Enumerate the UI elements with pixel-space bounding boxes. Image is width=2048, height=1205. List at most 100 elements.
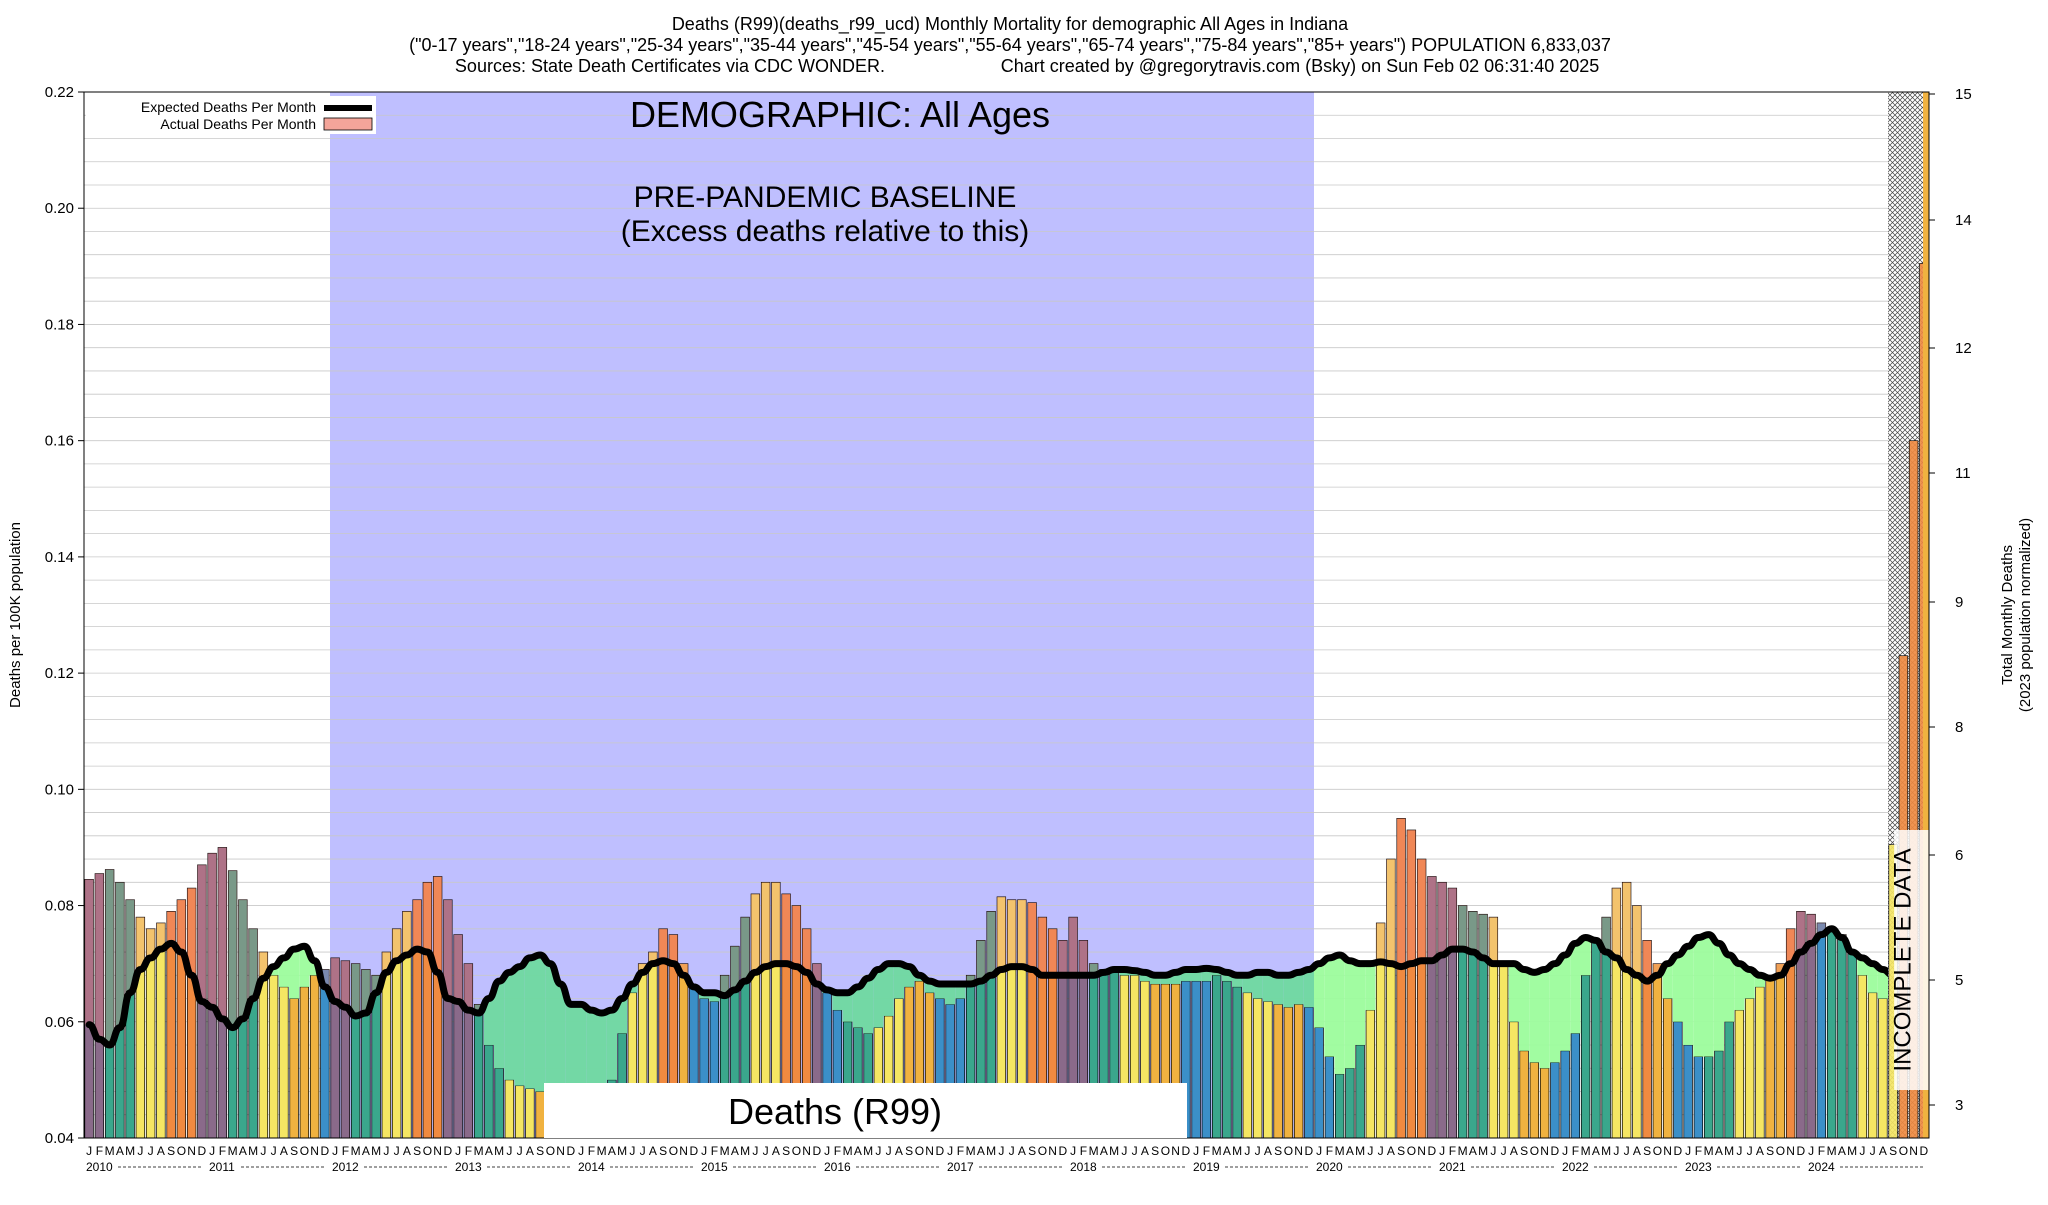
actual-bar — [1478, 913, 1488, 1138]
x-month-label: O — [1407, 1144, 1416, 1158]
y2-tick-label: 6 — [1955, 847, 1963, 864]
actual-bar — [289, 998, 299, 1138]
y-tick-label: 0.12 — [45, 665, 74, 682]
actual-bar — [1222, 980, 1232, 1138]
x-month-label: M — [986, 1144, 996, 1158]
deficit-fill — [873, 969, 884, 1028]
excess-fill — [976, 940, 986, 982]
excess-fill — [371, 975, 381, 993]
x-month-label: N — [802, 1144, 811, 1158]
actual-bar — [976, 940, 986, 1138]
deficit-fill — [483, 998, 494, 1046]
x-month-label: J — [209, 1144, 215, 1158]
actual-bar — [1806, 913, 1816, 1138]
deficit-fill — [1724, 954, 1735, 1022]
deficit-fill — [1242, 975, 1253, 993]
legend: Expected Deaths Per Month Actual Deaths … — [86, 96, 376, 134]
actual-bar — [1703, 1056, 1714, 1138]
actual-bar — [1550, 1062, 1560, 1138]
actual-bar — [1570, 1033, 1581, 1138]
x-month-label: M — [1232, 1144, 1242, 1158]
actual-bar — [1673, 1021, 1683, 1138]
deficit-fill — [1703, 934, 1714, 1057]
excess-fill — [412, 899, 422, 950]
x-month-label: J — [1613, 1144, 1619, 1158]
actual-bar — [84, 879, 94, 1138]
actual-bar — [1058, 940, 1068, 1138]
deficit-fill — [617, 998, 628, 1034]
excess-fill — [1027, 902, 1037, 970]
actual-bar — [637, 963, 648, 1138]
actual-bar — [1826, 928, 1837, 1138]
excess-fill — [1786, 928, 1795, 964]
y-tick-label: 0.16 — [45, 433, 74, 450]
excess-fill — [781, 893, 791, 964]
actual-bar — [1755, 986, 1765, 1138]
excess-fill — [771, 882, 781, 964]
x-month-label: S — [1397, 1144, 1405, 1158]
x-month-label: F — [957, 1144, 964, 1158]
x-month-label: M — [105, 1144, 115, 1158]
actual-bar — [1088, 963, 1099, 1138]
x-year-label: 2015 — [701, 1160, 728, 1174]
x-month-label: M — [1827, 1144, 1837, 1158]
actual-bar — [1837, 934, 1847, 1138]
actual-bar — [514, 1085, 525, 1138]
deficit-fill — [1549, 963, 1560, 1063]
x-month-label: J — [86, 1144, 92, 1158]
x-month-label: F — [834, 1144, 841, 1158]
y2-tick-label: 3 — [1955, 1097, 1963, 1114]
x-month-label: A — [895, 1144, 903, 1158]
actual-bar — [1560, 1050, 1570, 1138]
actual-bar — [1345, 1067, 1355, 1138]
actual-bar — [1396, 818, 1406, 1138]
x-month-label: A — [116, 1144, 124, 1158]
x-month-label: O — [423, 1144, 432, 1158]
x-month-label: N — [925, 1144, 934, 1158]
y-tick-label: 0.20 — [45, 200, 74, 217]
demographic-annotation: DEMOGRAPHIC: All Ages — [630, 94, 1050, 135]
x-month-label: A — [1838, 1144, 1846, 1158]
deficit-fill — [1713, 943, 1724, 1051]
excess-fill — [187, 888, 196, 976]
excess-fill — [84, 879, 94, 1025]
deficit-fill — [309, 960, 320, 976]
baseline-title: PRE-PANDEMIC BASELINE — [634, 181, 1017, 214]
x-month-label: N — [556, 1144, 565, 1158]
actual-bar — [1539, 1067, 1550, 1138]
excess-fill — [1427, 876, 1437, 961]
actual-bar — [1601, 916, 1611, 1138]
deficit-fill — [904, 966, 915, 987]
x-month-label: D — [690, 1144, 699, 1158]
actual-bar — [1263, 1001, 1273, 1138]
x-month-label: N — [310, 1144, 319, 1158]
excess-fill — [453, 934, 463, 1002]
deficit-fill — [1867, 963, 1878, 993]
deficit-fill — [1201, 968, 1212, 982]
x-month-label: S — [905, 1144, 913, 1158]
x-month-label: J — [1193, 1144, 1199, 1158]
excess-fill — [361, 969, 371, 1014]
y2-axis-label-1: Total Monthly Deaths — [1999, 545, 2016, 685]
excess-fill — [156, 922, 166, 950]
x-month-label: F — [1203, 1144, 1210, 1158]
x-month-label: M — [1458, 1144, 1468, 1158]
excess-fill — [433, 876, 442, 973]
actual-bar — [1017, 899, 1027, 1138]
x-year-label: 2016 — [824, 1160, 851, 1174]
x-month-label: M — [843, 1144, 853, 1158]
x-year-label: 2022 — [1562, 1160, 1589, 1174]
credit-note: Chart created by @gregorytravis.com (Bsk… — [1001, 56, 1600, 76]
y-axis-right: 3 5 6 8 9 11 12 14 15 — [1929, 86, 1972, 1114]
deficit-fill — [1170, 972, 1181, 985]
excess-fill — [382, 952, 391, 973]
x-month-label: F — [1572, 1144, 1579, 1158]
deficit-fill — [1857, 957, 1868, 976]
excess-fill — [1448, 888, 1457, 950]
excess-fill — [792, 905, 801, 967]
actual-bar — [340, 960, 351, 1138]
excess-fill — [1632, 905, 1642, 976]
deficit-fill — [555, 984, 566, 1112]
x-month-label: O — [915, 1144, 924, 1158]
actual-bar — [104, 869, 115, 1138]
